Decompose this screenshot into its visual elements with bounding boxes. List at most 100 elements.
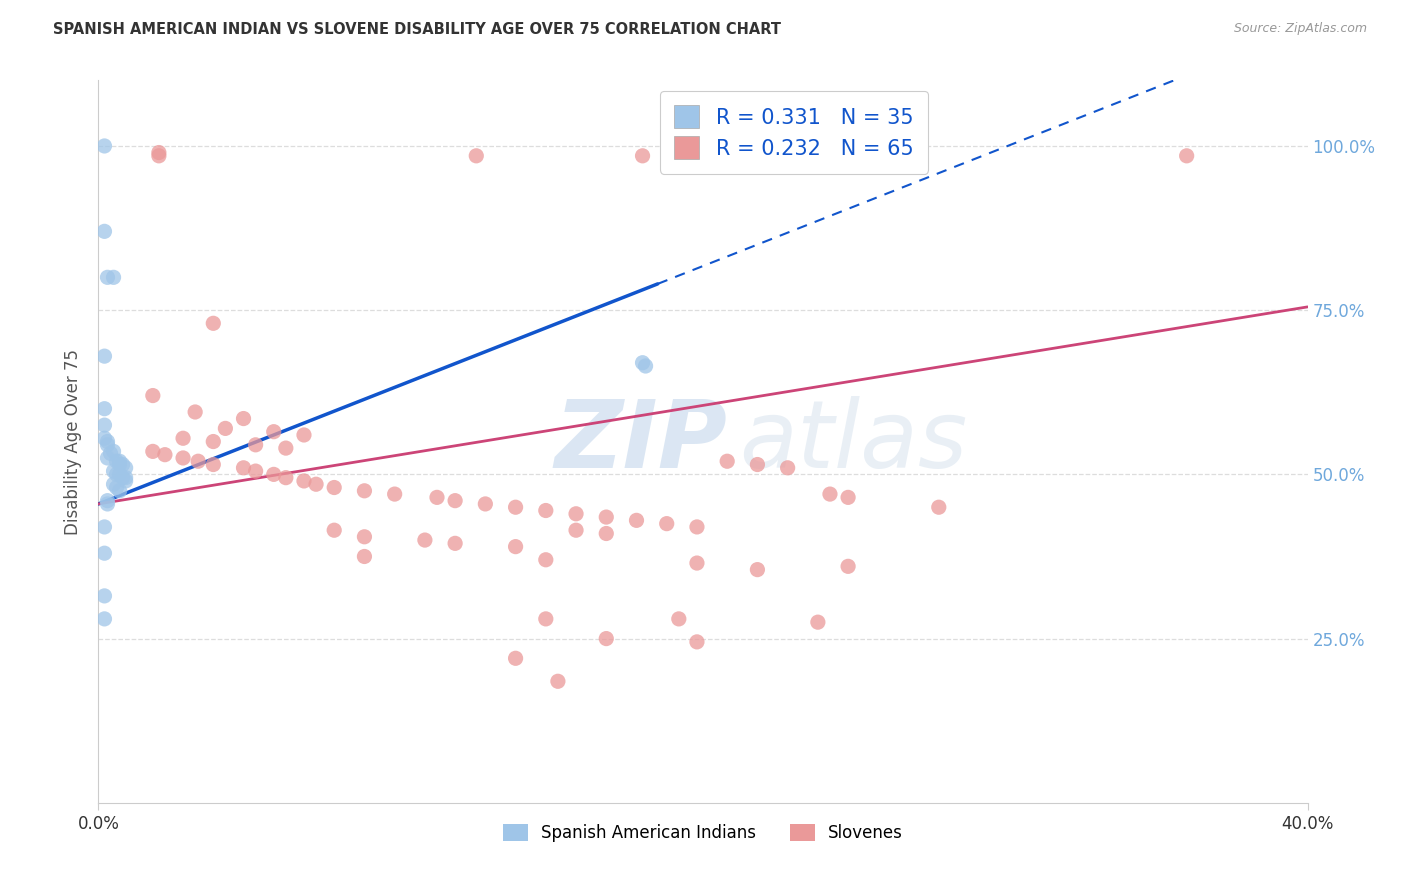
Point [93, 520, 115, 534]
Point [534, 612, 557, 626]
Point [534, 503, 557, 517]
Point [103, 477, 125, 491]
Point [1175, 149, 1198, 163]
Point [631, 149, 654, 163]
Point [263, 425, 285, 439]
Point [716, 454, 738, 468]
Point [595, 510, 617, 524]
Point [686, 520, 709, 534]
Point [105, 467, 128, 482]
Point [818, 487, 841, 501]
Point [534, 553, 557, 567]
Point [292, 428, 315, 442]
Point [108, 467, 131, 482]
Point [114, 460, 136, 475]
Point [202, 316, 225, 330]
Point [668, 612, 690, 626]
Point [928, 500, 950, 515]
Point [96, 493, 118, 508]
Point [323, 523, 346, 537]
Point [686, 556, 709, 570]
Point [153, 448, 176, 462]
Point [631, 356, 654, 370]
Point [426, 491, 449, 505]
Point [747, 458, 769, 472]
Point [837, 559, 859, 574]
Point [444, 493, 467, 508]
Point [384, 487, 406, 501]
Point [837, 491, 859, 505]
Text: ZIP: ZIP [554, 395, 727, 488]
Text: atlas: atlas [740, 396, 967, 487]
Point [93, 224, 115, 238]
Point [413, 533, 436, 547]
Y-axis label: Disability Age Over 75: Disability Age Over 75 [65, 349, 83, 534]
Point [263, 467, 285, 482]
Point [142, 444, 165, 458]
Point [505, 500, 527, 515]
Point [202, 434, 225, 449]
Point [686, 635, 709, 649]
Point [245, 464, 267, 478]
Point [474, 497, 496, 511]
Point [172, 431, 194, 445]
Point [187, 454, 209, 468]
Point [93, 546, 115, 560]
Point [103, 444, 125, 458]
Point [93, 139, 115, 153]
Text: SPANISH AMERICAN INDIAN VS SLOVENE DISABILITY AGE OVER 75 CORRELATION CHART: SPANISH AMERICAN INDIAN VS SLOVENE DISAB… [53, 22, 782, 37]
Point [292, 474, 315, 488]
Point [323, 481, 346, 495]
Point [232, 460, 254, 475]
Point [114, 471, 136, 485]
Point [202, 458, 225, 472]
Point [747, 563, 769, 577]
Point [96, 270, 118, 285]
Point [93, 612, 115, 626]
Point [505, 651, 527, 665]
Point [103, 464, 125, 478]
Point [108, 483, 131, 498]
Point [108, 454, 131, 468]
Point [100, 446, 122, 460]
Point [96, 438, 118, 452]
Point [93, 431, 115, 445]
Point [93, 589, 115, 603]
Point [626, 513, 648, 527]
Point [111, 471, 134, 485]
Point [353, 483, 375, 498]
Point [93, 349, 115, 363]
Point [103, 270, 125, 285]
Point [148, 145, 170, 160]
Point [565, 523, 588, 537]
Point [148, 149, 170, 163]
Point [505, 540, 527, 554]
Point [111, 458, 134, 472]
Point [547, 674, 569, 689]
Point [96, 434, 118, 449]
Point [274, 441, 297, 455]
Point [142, 388, 165, 402]
Point [353, 549, 375, 564]
Point [96, 497, 118, 511]
Point [245, 438, 267, 452]
Point [114, 474, 136, 488]
Point [232, 411, 254, 425]
Point [634, 359, 657, 373]
Point [93, 418, 115, 433]
Point [305, 477, 328, 491]
Point [595, 526, 617, 541]
Point [807, 615, 830, 630]
Point [93, 401, 115, 416]
Point [444, 536, 467, 550]
Point [214, 421, 236, 435]
Point [655, 516, 678, 531]
Point [353, 530, 375, 544]
Point [96, 450, 118, 465]
Point [105, 454, 128, 468]
Point [274, 471, 297, 485]
Point [105, 481, 128, 495]
Text: Source: ZipAtlas.com: Source: ZipAtlas.com [1233, 22, 1367, 36]
Point [465, 149, 488, 163]
Point [172, 450, 194, 465]
